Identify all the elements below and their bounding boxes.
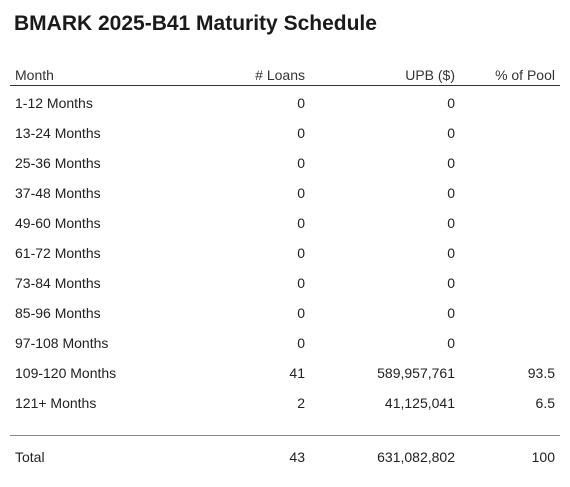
cell-month: 61-72 Months [15,245,101,261]
column-header-month: Month [15,67,54,83]
total-row: Total 43 631,082,802 100 [10,436,560,476]
cell-upb: 0 [447,305,455,321]
table-row: 25-36 Months 0 0 [10,148,560,178]
cell-upb: 0 [447,155,455,171]
cell-pool: 93.5 [527,365,555,381]
cell-month: 73-84 Months [15,275,101,291]
cell-upb: 0 [447,245,455,261]
cell-month: 85-96 Months [15,305,101,321]
cell-month: 97-108 Months [15,335,109,351]
cell-upb: 0 [447,335,455,351]
cell-pool: 6.5 [535,395,555,411]
cell-loans: 0 [297,125,305,141]
cell-loans: 0 [297,215,305,231]
cell-month: 109-120 Months [15,365,117,381]
cell-month: 1-12 Months [15,95,93,111]
table-header: Month # Loans UPB ($) % of Pool [10,64,560,86]
cell-loans: 0 [297,305,305,321]
cell-month: 121+ Months [15,395,97,411]
maturity-table: Month # Loans UPB ($) % of Pool 1-12 Mon… [10,64,560,476]
cell-month: 25-36 Months [15,155,101,171]
total-pool: 100 [531,449,555,465]
cell-upb: 0 [447,185,455,201]
table-row: 97-108 Months 0 0 [10,328,560,358]
table-row: 109-120 Months 41 589,957,761 93.5 [10,358,560,388]
cell-loans: 0 [297,335,305,351]
table-row: 61-72 Months 0 0 [10,238,560,268]
table-row: 37-48 Months 0 0 [10,178,560,208]
cell-loans: 2 [297,395,305,411]
cell-loans: 0 [297,185,305,201]
cell-upb: 41,125,041 [384,395,455,411]
cell-upb: 0 [447,125,455,141]
cell-month: 37-48 Months [15,185,101,201]
table-row: 85-96 Months 0 0 [10,298,560,328]
total-upb: 631,082,802 [377,449,455,465]
table-row: 73-84 Months 0 0 [10,268,560,298]
total-loans: 43 [289,449,305,465]
cell-loans: 0 [297,155,305,171]
cell-upb: 0 [447,215,455,231]
table-row: 1-12 Months 0 0 [10,88,560,118]
cell-loans: 0 [297,275,305,291]
cell-month: 13-24 Months [15,125,101,141]
table-row: 121+ Months 2 41,125,041 6.5 [10,388,560,418]
total-divider [10,418,560,436]
column-header-upb: UPB ($) [405,67,455,83]
table-row: 13-24 Months 0 0 [10,118,560,148]
column-header-pool: % of Pool [495,67,555,83]
cell-upb: 0 [447,275,455,291]
cell-upb: 589,957,761 [377,365,455,381]
cell-loans: 0 [297,95,305,111]
cell-loans: 41 [289,365,305,381]
cell-month: 49-60 Months [15,215,101,231]
table-row: 49-60 Months 0 0 [10,208,560,238]
page-title: BMARK 2025-B41 Maturity Schedule [14,12,377,35]
column-header-loans: # Loans [255,67,305,83]
total-label: Total [15,449,45,465]
cell-upb: 0 [447,95,455,111]
cell-loans: 0 [297,245,305,261]
